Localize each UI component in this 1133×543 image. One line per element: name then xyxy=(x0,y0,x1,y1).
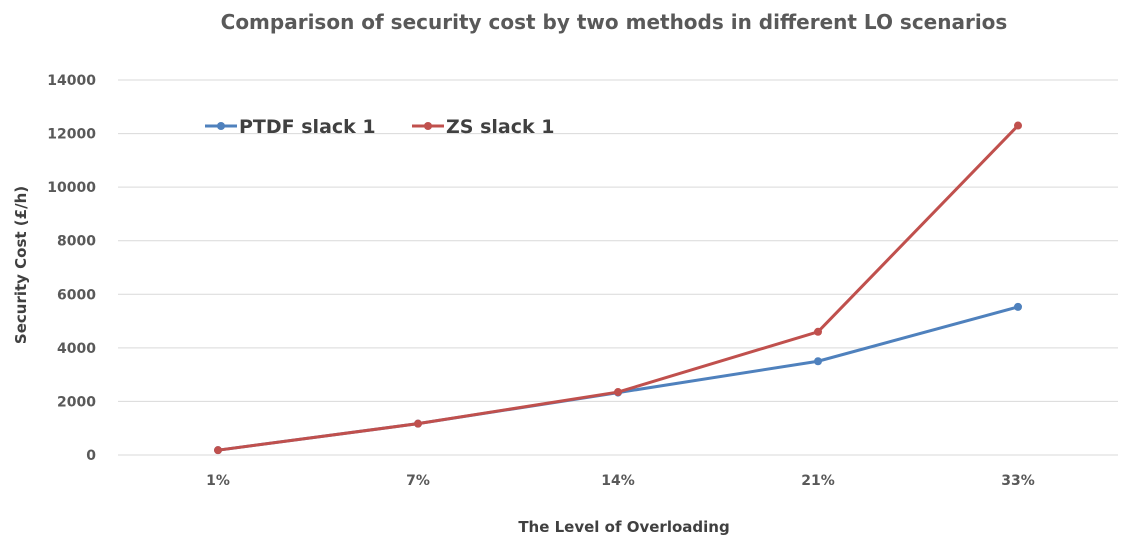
data-point xyxy=(614,388,622,397)
y-tick-label: 14000 xyxy=(47,73,96,89)
series-line xyxy=(217,305,1019,452)
data-point xyxy=(414,419,422,428)
legend-label: PTDF slack 1 xyxy=(239,116,376,138)
y-tick-label: 12000 xyxy=(47,127,96,143)
y-tick-labels: 0 2000 4000 6000 8000 10000 12000 14000 xyxy=(47,73,96,464)
legend: PTDF slack 1 ZS slack 1 xyxy=(205,116,554,138)
gridlines xyxy=(118,79,1118,456)
x-tick-label: 1% xyxy=(206,473,230,489)
x-tick-label: 7% xyxy=(406,473,430,489)
data-point xyxy=(814,357,822,366)
x-tick-label: 33% xyxy=(1001,473,1035,489)
y-tick-label: 10000 xyxy=(47,180,96,196)
x-tick-label: 21% xyxy=(801,473,835,489)
y-tick-label: 2000 xyxy=(57,394,96,410)
legend-label: ZS slack 1 xyxy=(446,116,554,138)
data-point xyxy=(1014,302,1022,311)
legend-item: ZS slack 1 xyxy=(412,116,554,138)
y-axis-label: Security Cost (£/h) xyxy=(12,186,30,344)
data-point xyxy=(214,446,222,455)
data-point xyxy=(1014,121,1022,130)
x-tick-label: 14% xyxy=(601,473,635,489)
data-point xyxy=(814,327,822,336)
series-0 xyxy=(214,302,1022,455)
legend-item: PTDF slack 1 xyxy=(205,116,376,138)
series-lines xyxy=(214,121,1022,455)
y-tick-label: 6000 xyxy=(57,287,96,303)
legend-marker xyxy=(424,122,432,130)
y-tick-label: 4000 xyxy=(57,341,96,357)
y-tick-label: 0 xyxy=(86,448,96,464)
y-tick-label: 8000 xyxy=(57,234,96,250)
series-1 xyxy=(214,121,1022,455)
x-tick-labels: 1% 7% 14% 21% 33% xyxy=(206,473,1035,489)
legend-marker xyxy=(217,122,225,130)
x-axis-label: The Level of Overloading xyxy=(518,518,729,536)
chart-title: Comparison of security cost by two metho… xyxy=(221,10,1008,34)
